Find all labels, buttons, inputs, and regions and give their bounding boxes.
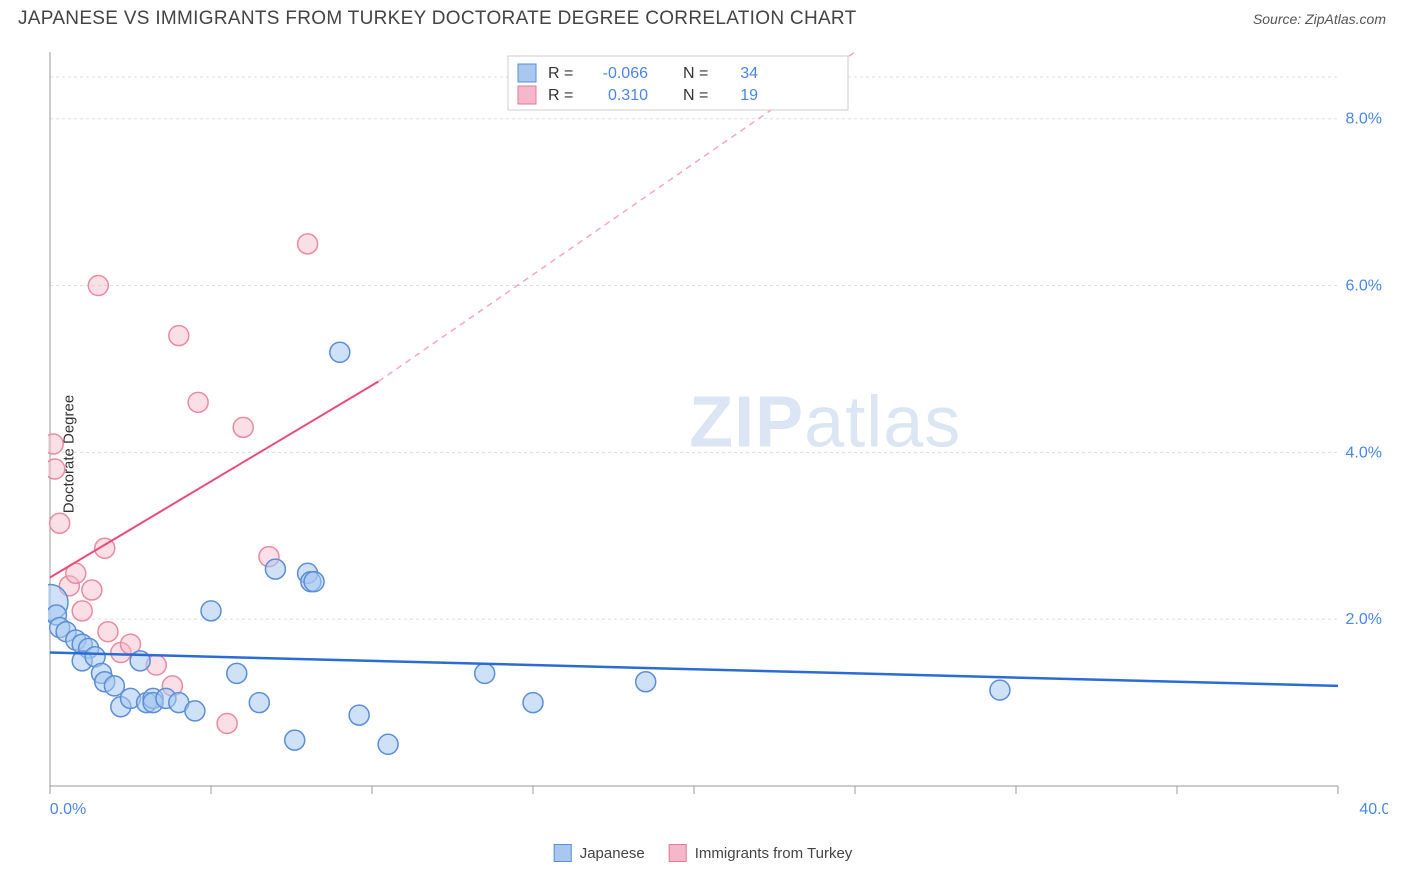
legend-label-japanese: Japanese — [580, 845, 645, 862]
legend-item-japanese: Japanese — [554, 844, 645, 862]
svg-text:0.0%: 0.0% — [50, 801, 86, 816]
svg-text:40.0%: 40.0% — [1359, 801, 1388, 816]
svg-text:8.0%: 8.0% — [1346, 111, 1382, 128]
svg-text:19: 19 — [740, 87, 758, 104]
svg-text:N =: N = — [683, 65, 708, 82]
svg-text:ZIPatlas: ZIPatlas — [689, 382, 961, 462]
chart-container: Doctorate Degree 2.0%4.0%6.0%8.0%0.0%40.… — [0, 34, 1406, 874]
chart-title: JAPANESE VS IMMIGRANTS FROM TURKEY DOCTO… — [18, 8, 857, 30]
svg-text:R =: R = — [548, 87, 573, 104]
legend-swatch-pink — [669, 844, 687, 862]
svg-text:6.0%: 6.0% — [1346, 278, 1382, 295]
svg-text:N =: N = — [683, 87, 708, 104]
svg-text:34: 34 — [740, 65, 758, 82]
scatter-plot: 2.0% 4.0% 6.0% 8.0% 0.0% 40.0% ZIPatlas R = -0.0… — [48, 46, 1388, 816]
svg-text:-0.066: -0.066 — [603, 65, 648, 82]
svg-text:0.310: 0.310 — [608, 87, 648, 104]
legend-item-turkey: Immigrants from Turkey — [669, 844, 853, 862]
svg-text:2.0%: 2.0% — [1346, 611, 1382, 628]
source-attribution: Source: ZipAtlas.com — [1253, 11, 1386, 27]
plot-svg: 2.0% 4.0% 6.0% 8.0% 0.0% 40.0% ZIPatlas R = -0.0… — [48, 46, 1388, 816]
bottom-legend: Japanese Immigrants from Turkey — [554, 844, 853, 862]
legend-label-turkey: Immigrants from Turkey — [695, 845, 853, 862]
svg-text:R =: R = — [548, 65, 573, 82]
svg-text:4.0%: 4.0% — [1346, 444, 1382, 461]
legend-swatch-blue — [554, 844, 572, 862]
